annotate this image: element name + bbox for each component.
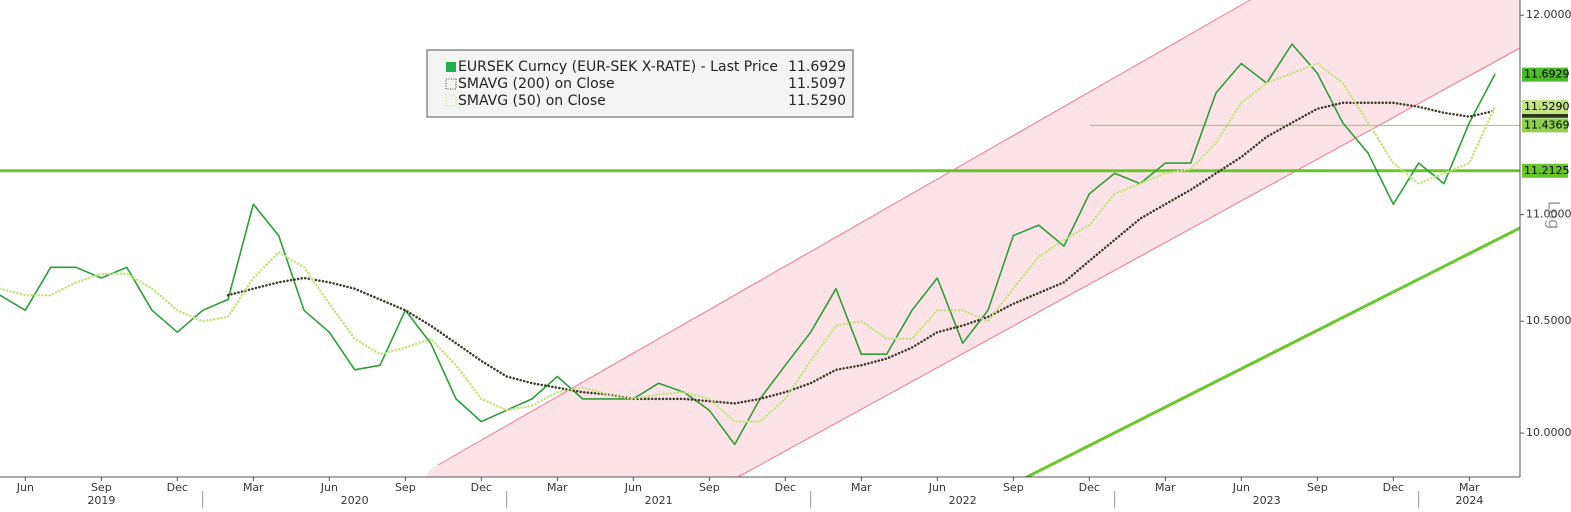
x-tick-label: Dec [1079, 481, 1100, 494]
tag-box [1522, 67, 1568, 82]
legend-value: 11.6929 [788, 59, 846, 75]
x-tick-label: Dec [1383, 481, 1404, 494]
tag-box [1522, 163, 1568, 178]
legend: EURSEK Curncy (EUR-SEK X-RATE) - Last Pr… [426, 49, 854, 118]
year-label: 2019 [87, 494, 115, 507]
channel-upper [437, 0, 1251, 466]
scale-label: Log [1545, 201, 1564, 230]
legend-value: 11.5097 [788, 76, 846, 92]
tag-label: 11.6929 [1524, 68, 1570, 81]
x-tick-label: Mar [1155, 481, 1176, 494]
x-tick-label: Mar [243, 481, 264, 494]
tag-label: 11.5290 [1524, 100, 1570, 113]
axis-tag: 11.2125 [1522, 163, 1570, 178]
x-tick-label: Jun [1232, 481, 1250, 494]
x-tick-label: Dec [775, 481, 796, 494]
x-tick-label: Sep [1307, 481, 1328, 494]
x-tick-label: Jun [16, 481, 34, 494]
legend-name: SMAVG (200) on Close [458, 76, 615, 92]
channel [425, 0, 1520, 477]
tag-label: 11.2125 [1524, 164, 1570, 177]
y-tick-label: 10.0000 [1526, 426, 1571, 439]
tag-label: 11.4369 [1524, 118, 1570, 131]
x-tick-label: Mar [851, 481, 872, 494]
legend-name: EURSEK Curncy (EUR-SEK X-RATE) - Last Pr… [458, 59, 778, 75]
x-tick-label: Sep [91, 481, 112, 494]
tag-box [1522, 99, 1568, 114]
axis-tag: 11.4369 [1522, 118, 1570, 133]
x-tick-label: Sep [1003, 481, 1024, 494]
legend-value: 11.5290 [788, 93, 846, 109]
x-tick-label: Dec [167, 481, 188, 494]
year-label: 2020 [341, 494, 369, 507]
plot [0, 43, 1520, 446]
x-tick-label: Mar [1459, 481, 1480, 494]
legend-swatch [445, 78, 457, 90]
axis-tag: 11.6929 [1522, 67, 1570, 82]
series-line [0, 62, 1496, 423]
x-tick-label: Sep [699, 481, 720, 494]
x-tick-label: Sep [395, 481, 416, 494]
trend-line [1024, 226, 1520, 477]
x-tick-label: Jun [928, 481, 946, 494]
axis-tag: 11.5290 [1522, 99, 1570, 114]
legend-swatch [446, 62, 456, 72]
x-tick-label: Mar [547, 481, 568, 494]
legend-name: SMAVG (50) on Close [458, 93, 606, 109]
y-tick-label: 12.0000 [1526, 8, 1571, 21]
series-line [226, 101, 1496, 405]
channel-fill [425, 0, 1520, 477]
legend-swatch [445, 95, 457, 107]
y-tick-label: 11.0000 [1526, 208, 1571, 221]
year-label: 2023 [1253, 494, 1281, 507]
x-tick-label: Dec [471, 481, 492, 494]
tag-box [1522, 118, 1568, 133]
channel-lower [737, 47, 1520, 477]
x-tick-label: Jun [624, 481, 642, 494]
year-label: 2024 [1455, 494, 1483, 507]
year-label: 2021 [645, 494, 673, 507]
x-tick-label: Jun [320, 481, 338, 494]
legend-box [426, 49, 854, 118]
y-tick-label: 10.5000 [1526, 314, 1571, 327]
year-label: 2022 [949, 494, 977, 507]
